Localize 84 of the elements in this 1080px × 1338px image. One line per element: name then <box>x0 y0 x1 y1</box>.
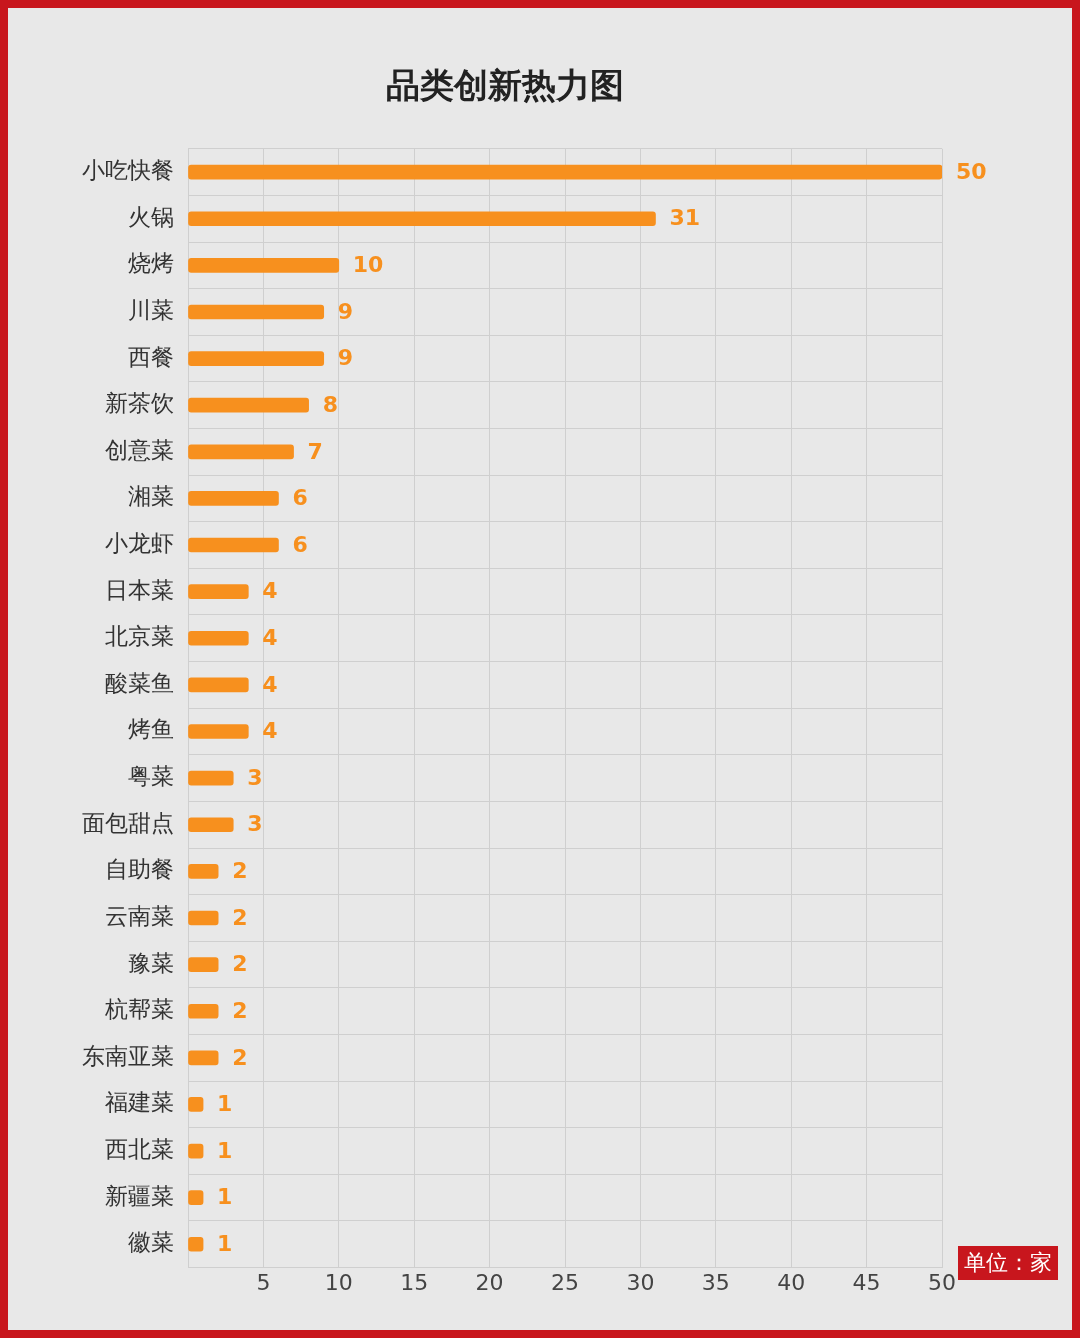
y-tick-label: 杭帮菜 <box>104 996 174 1023</box>
data-label: 4 <box>262 671 278 697</box>
bar <box>188 1003 219 1019</box>
x-tick-label: 40 <box>777 1269 806 1295</box>
bar <box>188 304 325 320</box>
y-tick-label: 日本菜 <box>105 576 174 603</box>
bar <box>188 910 219 926</box>
bar <box>188 817 234 833</box>
data-label: 3 <box>247 811 263 837</box>
y-tick-label: 云南菜 <box>105 902 174 929</box>
data-label: 1 <box>217 1184 233 1210</box>
y-tick-label: 豫菜 <box>128 949 174 976</box>
y-tick-label: 北京菜 <box>105 623 174 650</box>
bar <box>188 258 340 273</box>
bar <box>188 1143 204 1159</box>
y-tick-label: 小吃快餐 <box>82 157 174 184</box>
data-label: 7 <box>307 438 323 464</box>
y-tick-label: 湘菜 <box>128 483 174 510</box>
data-label: 4 <box>262 578 278 604</box>
bar <box>188 444 294 460</box>
bar <box>188 1050 219 1066</box>
bar <box>188 164 942 180</box>
x-tick-label: 20 <box>475 1269 504 1295</box>
x-tick-label: 15 <box>400 1269 429 1295</box>
data-label: 4 <box>262 718 278 744</box>
data-label: 9 <box>337 298 354 324</box>
data-label: 6 <box>292 531 308 557</box>
data-label: 2 <box>232 904 248 930</box>
y-tick-label: 新疆菜 <box>105 1182 174 1209</box>
bar <box>188 1236 204 1252</box>
bar <box>188 584 249 599</box>
x-tick-label: 30 <box>626 1269 655 1295</box>
bar <box>188 397 309 413</box>
bar <box>188 1190 204 1206</box>
y-tick-label: 西餐 <box>128 343 174 370</box>
y-tick-label: 火锅 <box>128 203 174 230</box>
x-tick-label: 35 <box>701 1269 730 1295</box>
data-label: 2 <box>232 997 248 1023</box>
bar <box>188 724 249 739</box>
y-tick-label: 东南亚菜 <box>82 1042 174 1069</box>
text: 单位：家 <box>958 1246 1058 1280</box>
bar <box>188 957 219 972</box>
data-label: 1 <box>217 1091 233 1117</box>
bar <box>188 770 234 786</box>
data-label: 1 <box>217 1137 233 1163</box>
y-tick-label: 面包甜点 <box>82 809 174 836</box>
x-tick-label: 5 <box>256 1269 271 1295</box>
y-tick-label: 自助餐 <box>105 856 174 883</box>
bar <box>188 630 249 646</box>
data-label: 10 <box>352 252 384 278</box>
y-tick-label: 烤鱼 <box>128 716 174 743</box>
bar <box>188 491 279 506</box>
y-tick-label: 粤菜 <box>128 763 174 790</box>
y-tick-label: 小龙虾 <box>105 530 174 557</box>
x-tick-label: 50 <box>928 1269 956 1295</box>
y-tick-label: 徽菜 <box>128 1229 174 1256</box>
bar <box>188 537 279 553</box>
data-label: 2 <box>232 951 248 977</box>
x-tick-label: 25 <box>551 1269 579 1295</box>
bar <box>188 677 249 693</box>
data-label: 8 <box>322 391 338 417</box>
data-label: 2 <box>232 1044 248 1070</box>
y-tick-label: 创意菜 <box>105 436 174 463</box>
y-tick-label: 福建菜 <box>105 1089 174 1116</box>
data-label: 6 <box>292 485 308 511</box>
data-label: 31 <box>669 205 701 231</box>
data-label: 1 <box>217 1231 233 1257</box>
x-tick-label: 10 <box>324 1269 353 1295</box>
y-tick-label: 西北菜 <box>105 1136 174 1163</box>
y-tick-label: 酸菜鱼 <box>105 669 174 696</box>
y-tick-label: 烧烤 <box>128 250 174 277</box>
chart-title: 品类创新热力图 <box>386 65 624 106</box>
data-label: 2 <box>232 858 248 884</box>
data-label: 50 <box>956 158 987 184</box>
data-label: 9 <box>337 345 354 371</box>
x-tick-label: 45 <box>852 1269 881 1295</box>
bar <box>188 211 656 227</box>
y-tick-label: 川菜 <box>128 296 174 323</box>
data-label: 3 <box>247 764 263 790</box>
bar <box>188 351 325 366</box>
bar <box>188 1097 204 1112</box>
data-label: 4 <box>262 624 278 650</box>
y-tick-label: 新茶饮 <box>105 390 174 417</box>
bar <box>188 864 219 879</box>
